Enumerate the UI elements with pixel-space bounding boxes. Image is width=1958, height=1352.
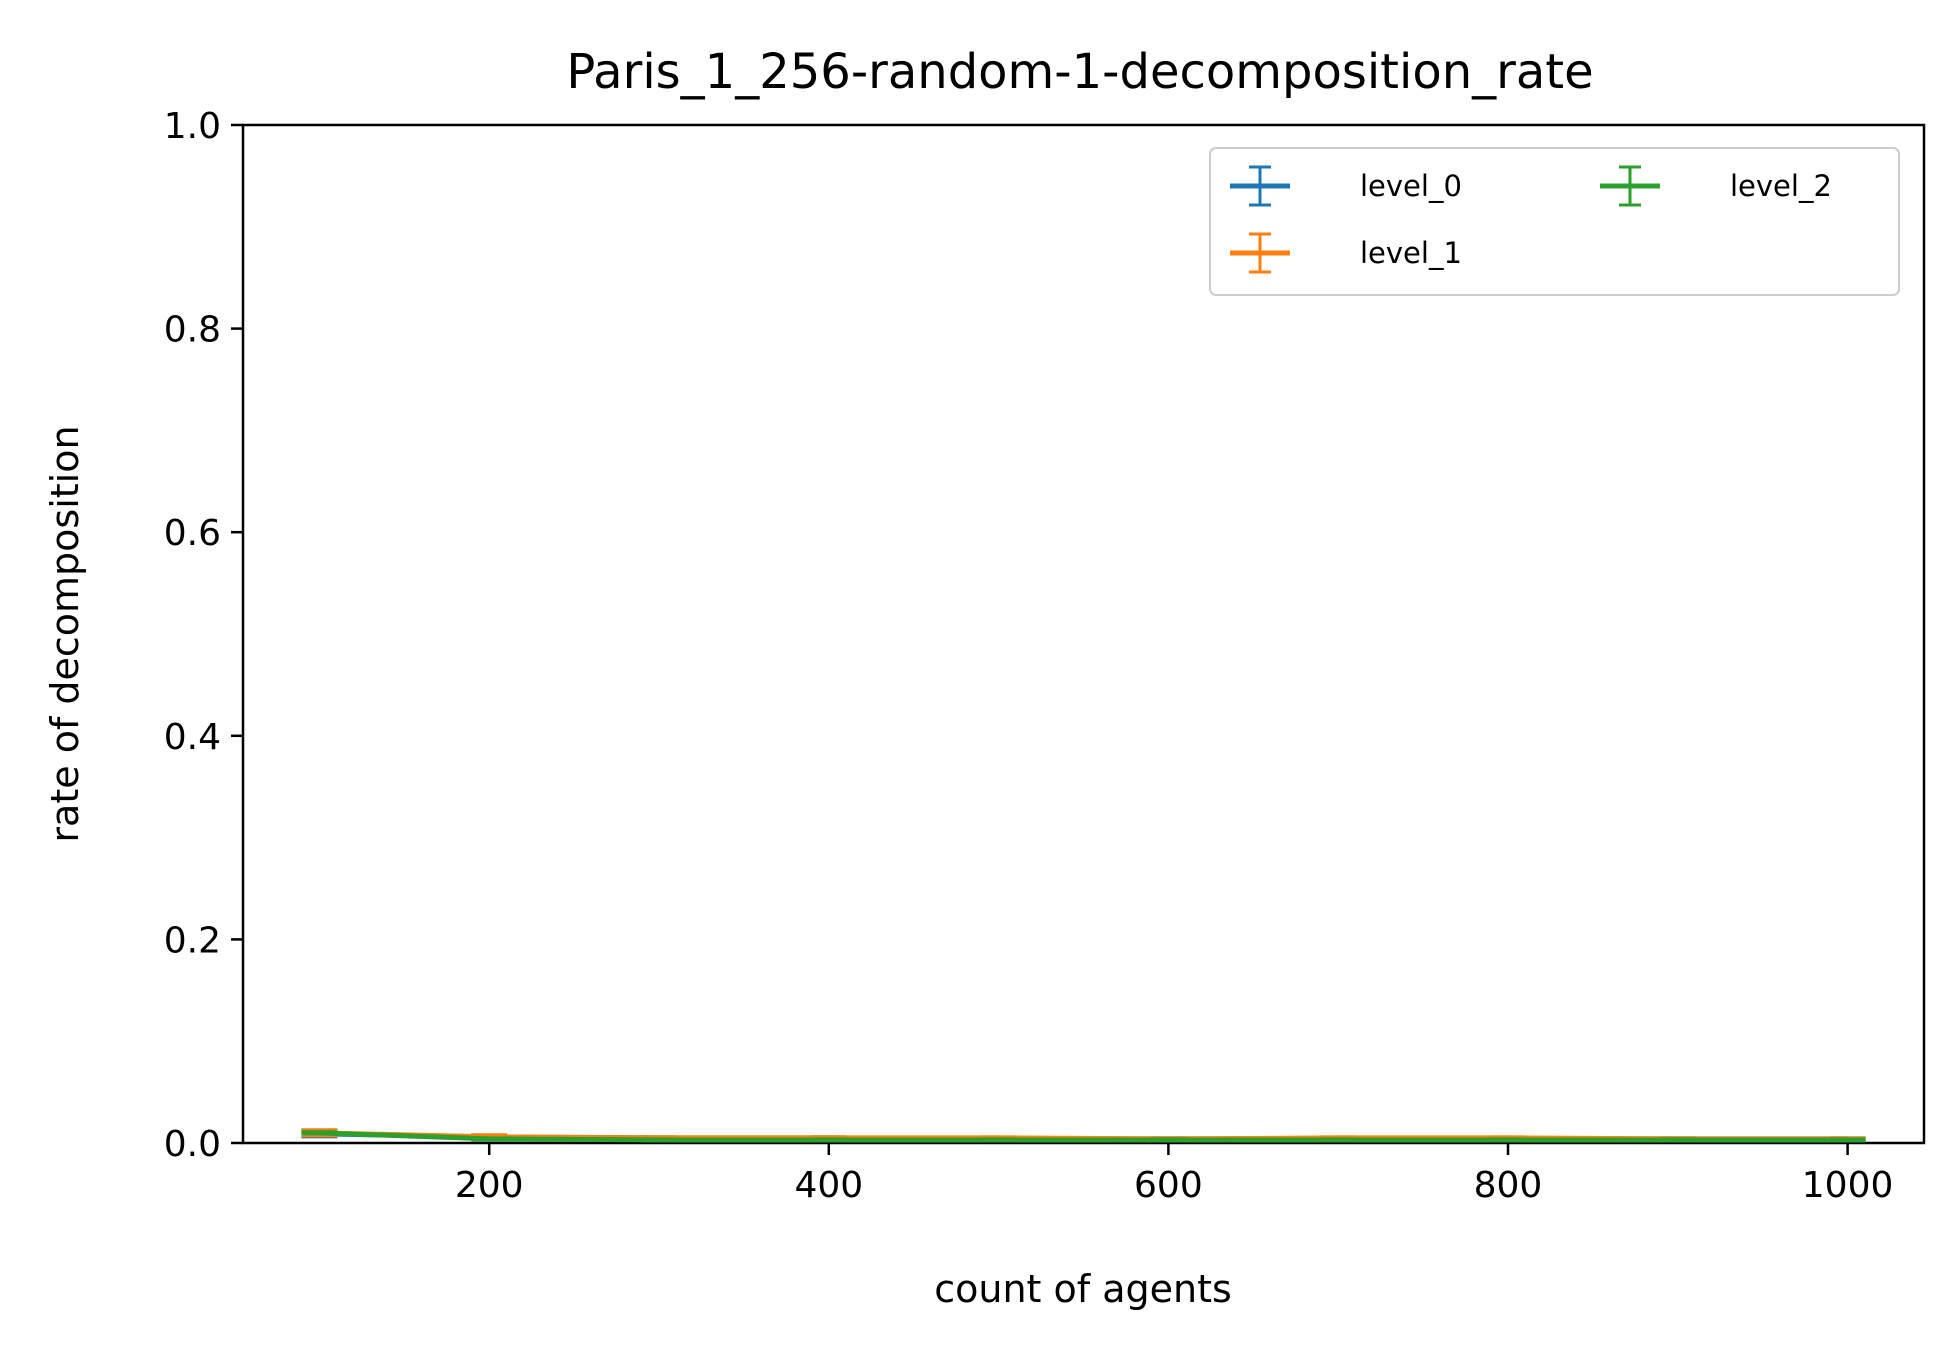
x-tick-label: 400 bbox=[794, 1165, 863, 1206]
chart-title: Paris_1_256-random-1-decomposition_rate bbox=[566, 44, 1593, 100]
x-tick-label: 1000 bbox=[1802, 1165, 1894, 1206]
legend-box bbox=[1209, 147, 1900, 296]
y-tick-label: 0.6 bbox=[164, 513, 221, 554]
series-line bbox=[319, 1130, 1848, 1143]
x-axis-label: count of agents bbox=[934, 1267, 1232, 1311]
x-axis: 200 400 600 800 1000 bbox=[455, 1143, 1894, 1206]
y-tick-label: 1.0 bbox=[164, 106, 221, 147]
legend-entry: level_1 bbox=[1230, 232, 1462, 274]
series-layer bbox=[301, 1128, 1866, 1143]
legend-label: level_0 bbox=[1360, 169, 1462, 203]
y-tick-label: 0.0 bbox=[164, 1124, 221, 1165]
y-axis-label: rate of decomposition bbox=[43, 425, 87, 842]
legend-label: level_2 bbox=[1730, 169, 1832, 203]
x-tick-label: 800 bbox=[1474, 1165, 1543, 1206]
y-tick-label: 0.8 bbox=[164, 310, 221, 351]
legend-entry: level_2 bbox=[1600, 165, 1832, 207]
legend-items: level_0 level_1 level_2 bbox=[1230, 165, 1832, 274]
y-tick-label: 0.4 bbox=[164, 717, 221, 758]
legend: level_0 level_1 level_2 bbox=[1209, 147, 1900, 296]
legend-label: level_1 bbox=[1360, 236, 1462, 270]
series-level_2 bbox=[301, 1130, 1866, 1143]
legend-entry: level_0 bbox=[1230, 165, 1462, 207]
x-tick-label: 200 bbox=[455, 1165, 524, 1206]
x-tick-label: 600 bbox=[1134, 1165, 1203, 1206]
y-tick-label: 0.2 bbox=[164, 920, 221, 961]
y-axis: 0.0 0.2 0.4 0.6 0.8 1.0 bbox=[164, 106, 243, 1165]
